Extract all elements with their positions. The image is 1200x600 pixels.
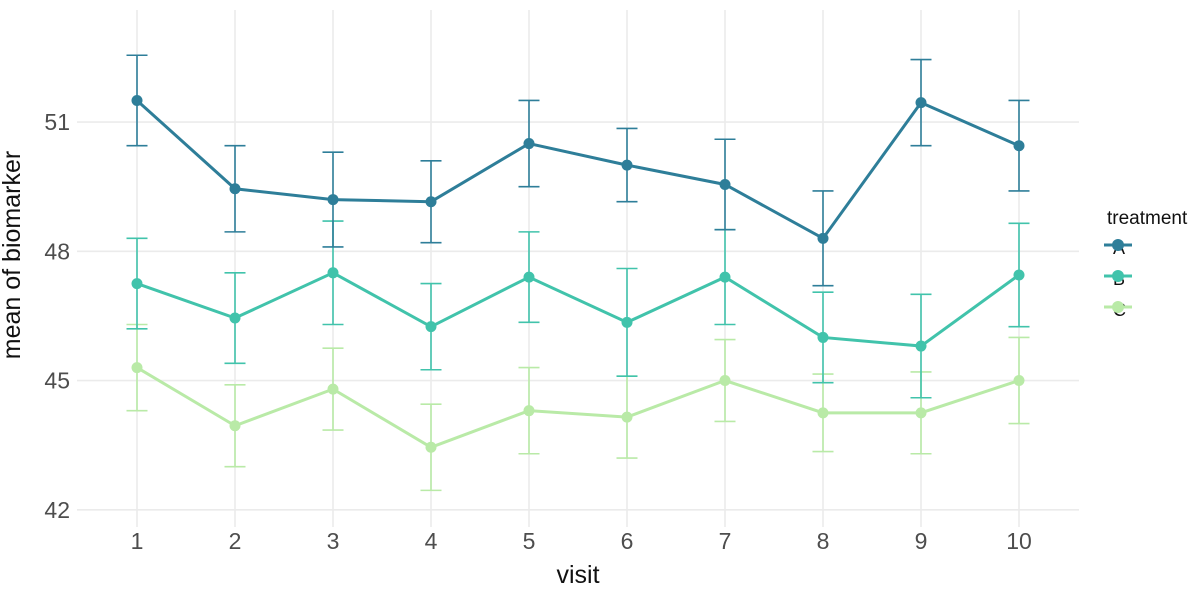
- data-point-A-4: [425, 196, 437, 208]
- data-point-B-1: [131, 278, 143, 290]
- data-point-B-5: [523, 271, 535, 283]
- x-tick-label: 7: [719, 528, 732, 554]
- data-point-C-9: [915, 407, 927, 419]
- x-tick-label: 4: [425, 528, 438, 554]
- x-tick-label: 6: [621, 528, 634, 554]
- x-tick-label: 10: [1006, 528, 1032, 554]
- data-point-C-2: [229, 420, 241, 432]
- y-tick-label: 51: [44, 109, 70, 135]
- data-point-C-3: [327, 383, 339, 395]
- y-tick-label: 45: [44, 368, 70, 394]
- data-point-C-5: [523, 405, 535, 417]
- x-tick-label: 5: [523, 528, 536, 554]
- data-point-B-2: [229, 312, 241, 324]
- legend-key-line-dot-icon: [1104, 239, 1132, 251]
- legend-entry-c: C: [1103, 299, 1132, 321]
- data-point-A-2: [229, 183, 241, 195]
- data-point-C-8: [817, 407, 829, 419]
- data-point-B-9: [915, 340, 927, 352]
- data-point-A-5: [523, 138, 535, 150]
- data-point-B-3: [327, 267, 339, 279]
- data-point-A-7: [719, 178, 731, 190]
- series-line-A: [135, 99, 1020, 241]
- x-tick-label: 3: [327, 528, 340, 554]
- y-axis-title: mean of biomarker: [0, 150, 26, 360]
- legend-entry-a: A: [1103, 237, 1132, 259]
- data-point-A-1: [131, 94, 143, 106]
- data-point-B-8: [817, 331, 829, 343]
- data-point-A-3: [327, 194, 339, 206]
- legend-key-line-dot-icon: [1104, 301, 1132, 313]
- data-point-B-4: [425, 321, 437, 333]
- data-point-B-6: [621, 316, 633, 328]
- data-point-C-7: [719, 375, 731, 387]
- x-axis-title: visit: [556, 561, 600, 589]
- data-point-B-7: [719, 271, 731, 283]
- x-tick-label: 2: [229, 528, 242, 554]
- data-point-A-8: [817, 232, 829, 244]
- data-point-A-9: [915, 97, 927, 109]
- series-line-C: [136, 366, 1020, 449]
- data-point-C-4: [425, 441, 437, 453]
- data-point-C-6: [621, 411, 633, 423]
- x-tick-label: 1: [131, 528, 144, 554]
- data-point-C-10: [1013, 375, 1025, 387]
- data-point-A-6: [621, 159, 633, 171]
- x-tick-label: 8: [817, 528, 830, 554]
- y-tick-label: 48: [44, 238, 70, 264]
- legend-entry-b: B: [1103, 268, 1132, 290]
- x-tick-label: 9: [915, 528, 928, 554]
- data-point-A-10: [1013, 140, 1025, 152]
- legend-key-line-dot-icon: [1104, 270, 1132, 282]
- y-tick-label: 42: [44, 497, 70, 523]
- legend-title: treatment: [1107, 208, 1188, 229]
- data-point-C-1: [131, 362, 143, 374]
- series-line-B: [136, 271, 1020, 348]
- data-point-B-10: [1013, 269, 1025, 281]
